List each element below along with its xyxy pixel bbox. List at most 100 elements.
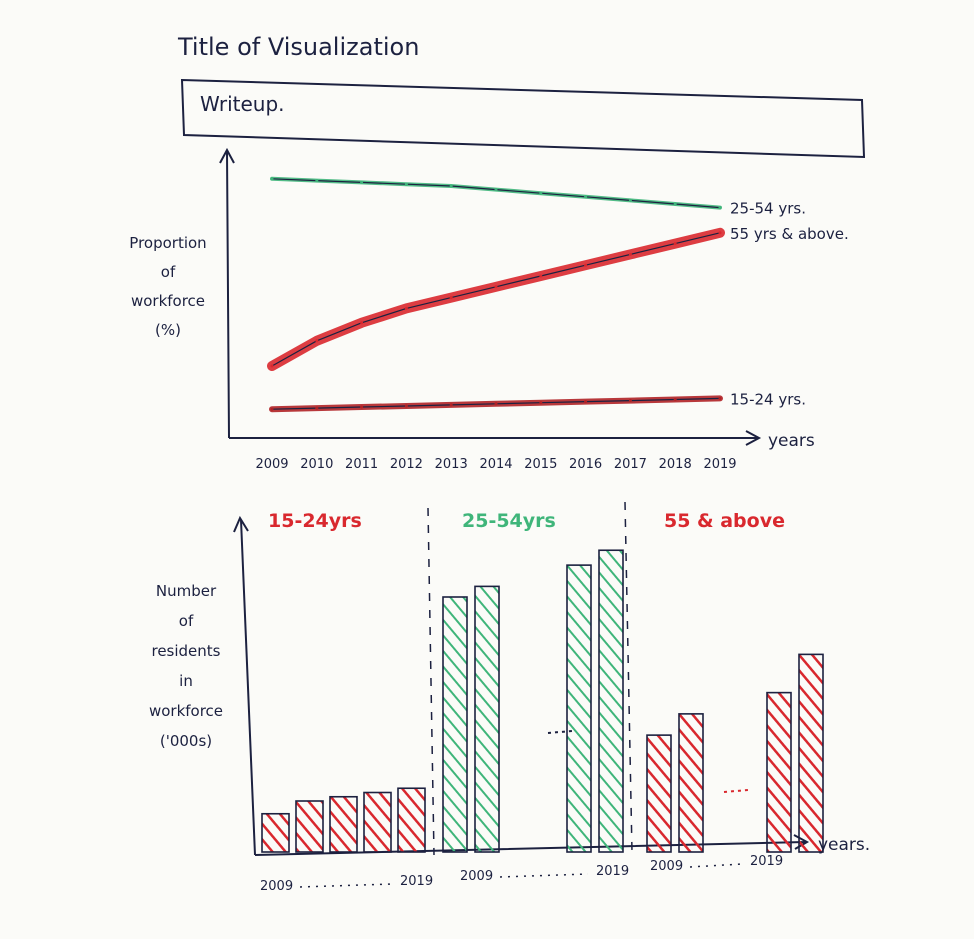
line-point — [270, 364, 274, 368]
line-point — [494, 402, 498, 406]
line-point — [584, 263, 588, 267]
bar-y-label-line: ('000s) — [160, 732, 212, 750]
bar-y-label-line: workforce — [149, 702, 223, 720]
line-x-tick-label: 2014 — [479, 457, 512, 472]
line-x-ticks: 2009 2010 2011 2012 2013 2014 2015 2016 2017 2018… — [255, 457, 736, 472]
line-series-0 — [270, 176, 722, 210]
bar-group-0: 15-24yrs 2009 2019 — [260, 510, 433, 894]
line-chart: Proportion of workforce (%) 2009 2010 2011 201… — [129, 147, 849, 472]
line-point — [718, 231, 722, 235]
line-x-tick-label: 2010 — [300, 457, 333, 472]
line-x-tick-label: 2017 — [614, 457, 647, 472]
bar-end-year: 2019 — [596, 864, 629, 879]
year-range-dots — [499, 873, 589, 878]
bar — [261, 812, 290, 853]
line-y-label-line: (%) — [155, 321, 181, 339]
group-divider — [427, 507, 435, 856]
line-point — [673, 242, 677, 246]
line-point — [584, 400, 588, 404]
bar-group-label: 25-54yrs — [462, 510, 556, 532]
line-point — [628, 399, 632, 403]
line-point — [494, 285, 498, 289]
bar-group-1: 25-54yrs 2009 2019 — [442, 510, 629, 884]
line-y-label-line: of — [161, 263, 176, 281]
bar — [678, 713, 704, 853]
bar-group-label: 15-24yrs — [268, 510, 362, 532]
line-series-label: 15-24 yrs. — [730, 390, 806, 408]
bar — [798, 653, 824, 853]
bar — [295, 800, 324, 853]
bar-end-year: 2019 — [750, 854, 783, 869]
line-point — [315, 179, 319, 183]
bar-y-label-line: residents — [151, 642, 220, 660]
writeup-text: Writeup. — [200, 92, 285, 116]
line-series-1 — [267, 227, 725, 371]
year-range-dots — [299, 883, 393, 888]
line-point — [628, 198, 632, 202]
bar — [598, 549, 624, 853]
line-series: 25-54 yrs. 55 yrs & above. 15-24 yrs. — [267, 176, 849, 413]
line-point — [584, 195, 588, 199]
line-x-tick-label: 2016 — [569, 457, 602, 472]
line-y-axis — [219, 147, 235, 439]
line-point — [270, 407, 274, 411]
bar — [474, 585, 500, 853]
bar-y-label-line: Number — [156, 582, 217, 600]
bar-end-year: 2019 — [400, 874, 433, 889]
page-title: Title of Visualization — [177, 33, 419, 61]
line-point — [449, 403, 453, 407]
bar-y-label-line: of — [179, 612, 194, 630]
line-point — [270, 177, 274, 181]
year-range-dots — [689, 863, 743, 868]
line-point — [539, 274, 543, 278]
bar-ellipsis — [723, 789, 749, 793]
line-point — [539, 401, 543, 405]
group-divider — [624, 501, 633, 853]
bar-start-year: 2009 — [650, 859, 683, 874]
line-point — [539, 191, 543, 195]
bar — [329, 795, 358, 853]
line-x-axis-label: years — [768, 431, 815, 451]
bar — [566, 564, 592, 853]
line-point — [360, 180, 364, 184]
line-y-axis-label: Proportion of workforce (%) — [129, 234, 206, 339]
line-point — [718, 396, 722, 400]
line-point — [404, 306, 408, 310]
bar-y-axis-label: Number of residents in workforce ('000s) — [149, 582, 223, 750]
bar-group-2: 55 & above 2009 2019 — [646, 510, 824, 874]
line-point — [494, 188, 498, 192]
line-point — [315, 406, 319, 410]
bar-start-year: 2009 — [260, 879, 293, 894]
line-point — [404, 404, 408, 408]
bar — [397, 787, 426, 853]
line-point — [449, 296, 453, 300]
line-point — [404, 182, 408, 186]
line-x-tick-label: 2019 — [703, 457, 736, 472]
line-point — [673, 202, 677, 206]
line-x-tick-label: 2018 — [659, 457, 692, 472]
line-series-label: 55 yrs & above. — [730, 225, 849, 243]
line-point — [718, 206, 722, 210]
line-x-tick-label: 2009 — [255, 457, 288, 472]
line-y-label-line: workforce — [131, 292, 205, 310]
bar — [646, 734, 672, 853]
line-y-label-line: Proportion — [129, 234, 206, 252]
line-point — [628, 252, 632, 256]
line-x-tick-label: 2015 — [524, 457, 557, 472]
bar-y-axis — [233, 515, 256, 856]
line-point — [449, 184, 453, 188]
bar-start-year: 2009 — [460, 869, 493, 884]
bar-chart: years. Number of residents in workforce ('000… — [149, 501, 870, 894]
line-series-label: 25-54 yrs. — [730, 200, 806, 218]
bar-x-axis-label: years. — [818, 835, 870, 855]
line-x-tick-label: 2013 — [435, 457, 468, 472]
bar-group-label: 55 & above — [664, 510, 785, 532]
line-x-axis — [229, 430, 762, 446]
line-x-tick-label: 2012 — [390, 457, 423, 472]
bar — [363, 791, 392, 853]
line-point — [315, 339, 319, 343]
bar — [442, 596, 468, 853]
line-point — [360, 405, 364, 409]
